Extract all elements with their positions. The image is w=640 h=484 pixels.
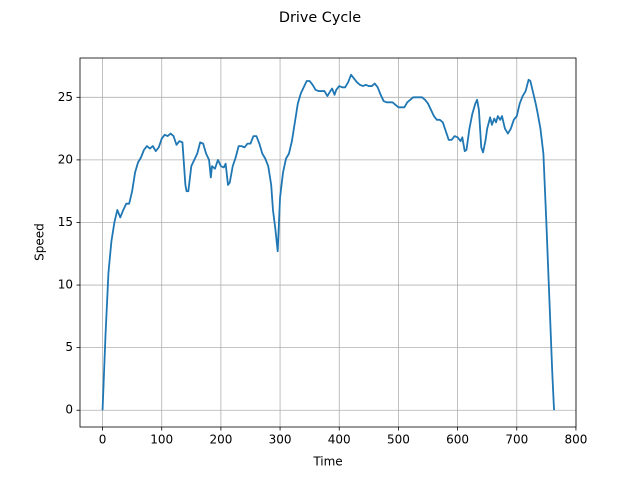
y-axis-label: Speed xyxy=(33,223,47,261)
x-tick-label: 700 xyxy=(505,433,528,447)
x-tick-label: 300 xyxy=(269,433,292,447)
y-tick-label: 0 xyxy=(65,403,73,417)
x-tick-label: 100 xyxy=(150,433,173,447)
line xyxy=(101,73,555,411)
x-tick-label: 800 xyxy=(564,433,587,447)
x-tick-label: 0 xyxy=(99,433,107,447)
chart-title: Drive Cycle xyxy=(279,10,361,26)
x-axis-label: Time xyxy=(312,455,342,469)
y-tick-label: 20 xyxy=(58,152,73,166)
y-tick-label: 15 xyxy=(58,215,73,229)
y-tick-label: 5 xyxy=(65,340,73,354)
y-tick-label: 25 xyxy=(58,90,73,104)
x-tick-label: 200 xyxy=(209,433,232,447)
x-tick-label: 400 xyxy=(328,433,351,447)
x-tick-label: 600 xyxy=(446,433,469,447)
x-tick-label: 500 xyxy=(387,433,410,447)
y-tick-label: 10 xyxy=(58,278,73,292)
plot-frame xyxy=(79,57,577,428)
